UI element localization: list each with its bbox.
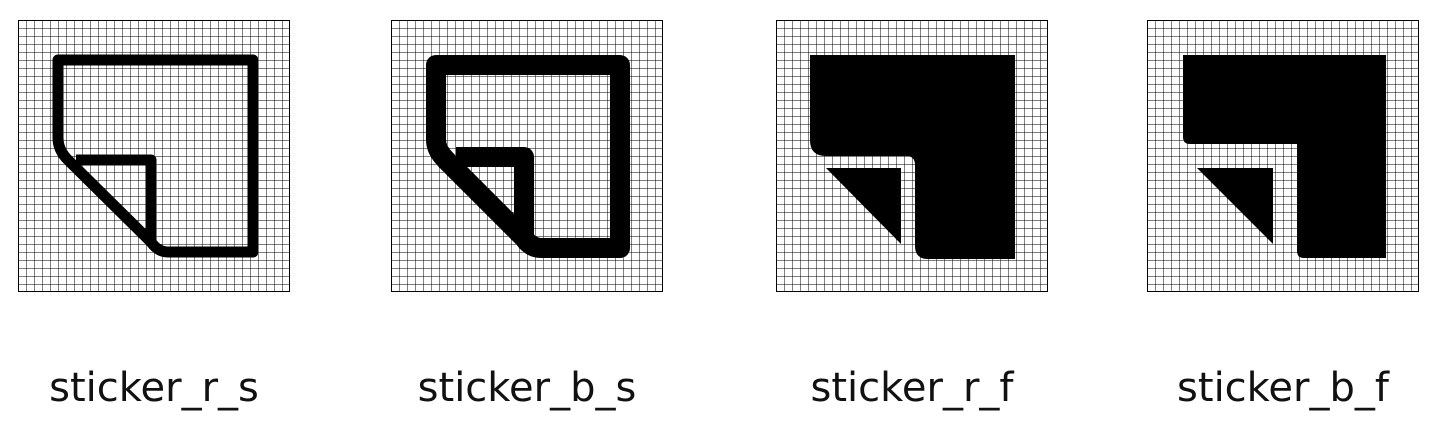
- icon-label: sticker_r_f: [810, 365, 1014, 411]
- sticker-shape: [810, 55, 1015, 259]
- sticker-shape: [426, 55, 630, 258]
- sticker-rounded-filled-icon: [776, 20, 1048, 292]
- sticker-bold-filled-icon: [1147, 20, 1419, 292]
- icon-tile-sticker-r-f: [776, 20, 1048, 292]
- sticker-bold-stroke-icon: [391, 20, 663, 292]
- icon-tile-sticker-b-f: [1147, 20, 1419, 292]
- sticker-shape: [1183, 55, 1386, 258]
- icon-tile-sticker-r-s: [18, 20, 290, 292]
- sticker-rounded-stroke-icon: [18, 20, 290, 292]
- icon-label: sticker_b_s: [417, 365, 637, 411]
- icon-label: sticker_b_f: [1177, 365, 1389, 411]
- sticker-shape: [52, 54, 259, 258]
- icon-label: sticker_r_s: [49, 365, 259, 411]
- icon-tile-sticker-b-s: [391, 20, 663, 292]
